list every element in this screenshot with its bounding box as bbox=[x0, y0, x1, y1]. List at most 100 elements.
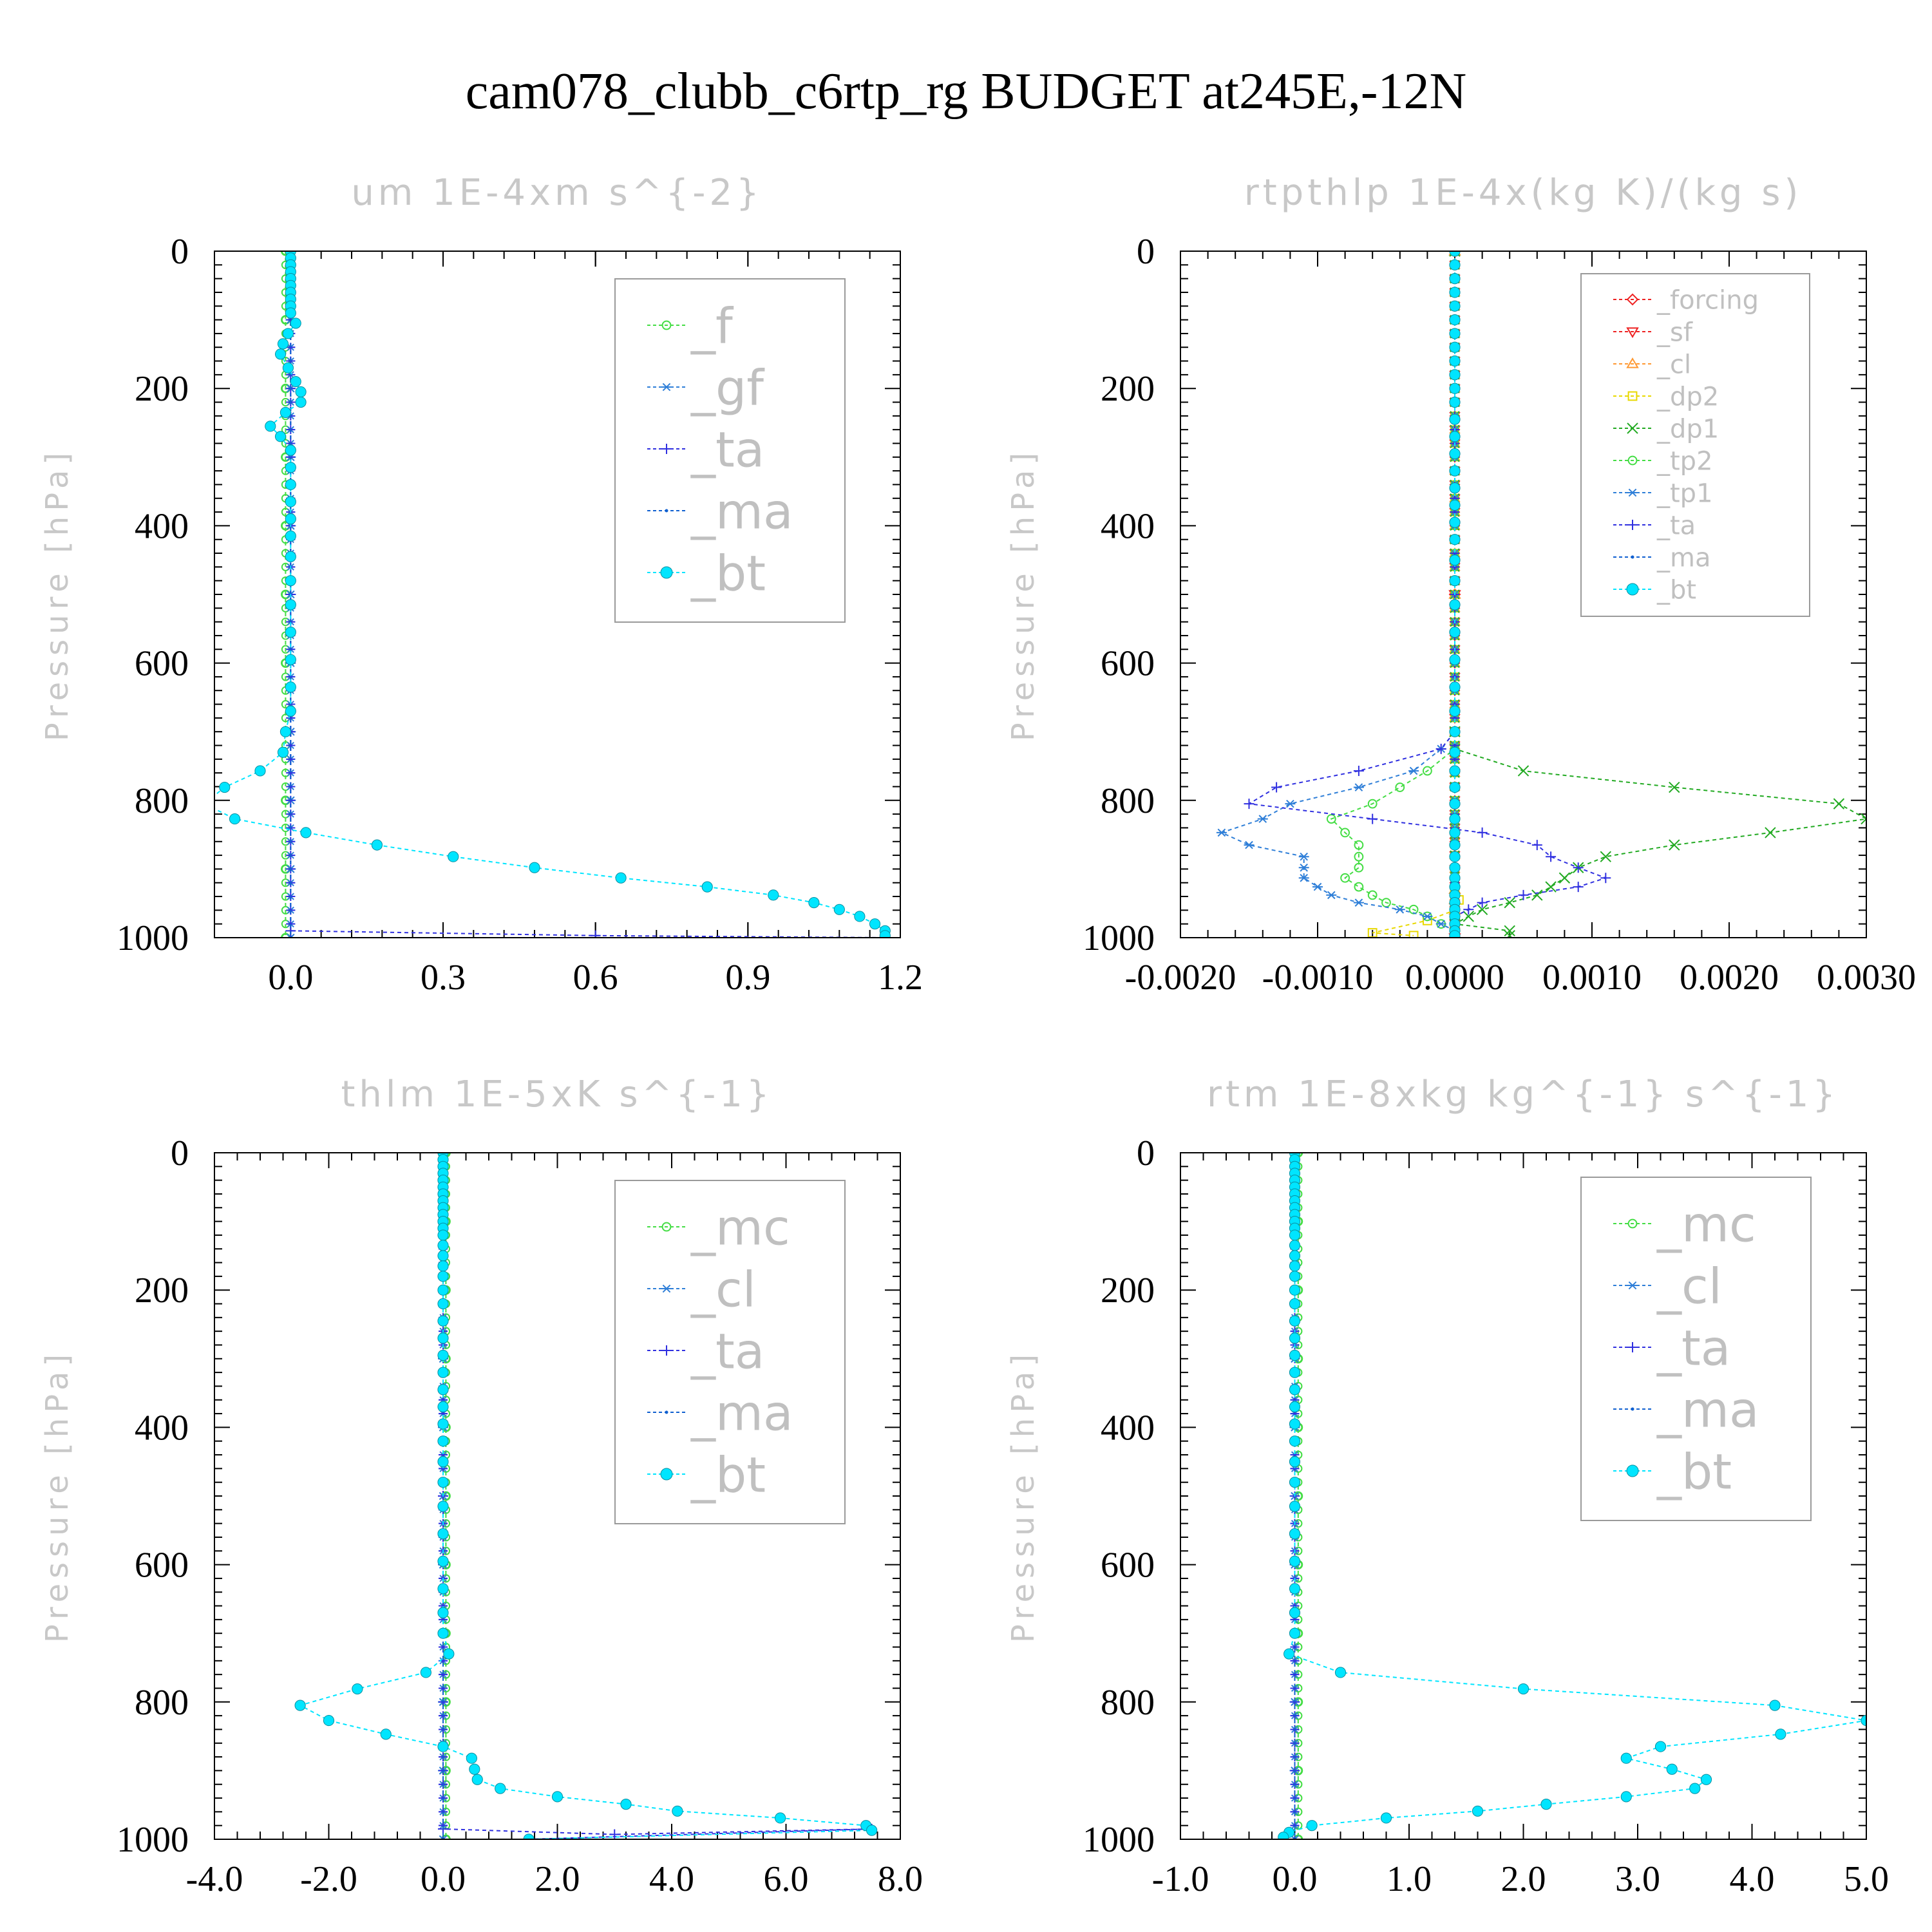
data-point bbox=[1289, 1627, 1301, 1639]
legend-label: _dp2 bbox=[1656, 382, 1719, 412]
x-tick-label: 0.0 bbox=[268, 958, 313, 998]
data-point bbox=[1449, 369, 1461, 381]
data-point bbox=[1449, 599, 1461, 611]
plot-area bbox=[1216, 251, 1866, 938]
legend-label: _forcing bbox=[1656, 285, 1759, 315]
legend-marker bbox=[1631, 555, 1634, 559]
data-point bbox=[1449, 681, 1461, 693]
data-point bbox=[277, 338, 289, 350]
plot-area bbox=[294, 1153, 878, 1839]
data-point bbox=[1531, 889, 1543, 901]
y-tick-label: 0 bbox=[171, 232, 189, 272]
data-point bbox=[1289, 1229, 1301, 1241]
legend-marker bbox=[665, 509, 668, 513]
data-point bbox=[1408, 904, 1419, 914]
data-point bbox=[1449, 851, 1461, 862]
data-point bbox=[1216, 828, 1227, 837]
data-point bbox=[590, 930, 601, 938]
data-point bbox=[1654, 1741, 1667, 1752]
data-point bbox=[1289, 1250, 1301, 1262]
data-point bbox=[437, 1384, 449, 1396]
legend-marker bbox=[1626, 1464, 1639, 1477]
legend-label: _ta bbox=[1656, 1319, 1730, 1376]
series-line bbox=[1330, 251, 1455, 936]
data-point bbox=[437, 1477, 449, 1488]
data-point bbox=[1769, 1700, 1781, 1711]
data-point bbox=[437, 1555, 449, 1567]
plot-frame bbox=[214, 251, 901, 938]
data-point bbox=[701, 881, 713, 893]
legend-label: _ma bbox=[690, 482, 793, 540]
data-point bbox=[1423, 766, 1432, 776]
data-point bbox=[1546, 851, 1557, 862]
legend-label: _tp1 bbox=[1656, 478, 1713, 508]
data-point bbox=[1289, 1349, 1301, 1361]
data-point bbox=[1289, 1555, 1301, 1567]
legend-label: _ma bbox=[1656, 543, 1710, 573]
x-tick-label: -0.0020 bbox=[1125, 958, 1236, 998]
data-point bbox=[808, 897, 820, 909]
data-point bbox=[285, 681, 296, 693]
data-point bbox=[437, 1418, 449, 1430]
data-point bbox=[866, 1824, 878, 1836]
data-point bbox=[352, 1683, 363, 1695]
data-point bbox=[1367, 799, 1378, 809]
data-point bbox=[1620, 1752, 1632, 1764]
data-point bbox=[437, 1284, 449, 1296]
y-tick-label: 400 bbox=[1101, 1408, 1155, 1448]
legend-marker bbox=[665, 1410, 668, 1414]
y-tick-label: 0 bbox=[171, 1133, 189, 1173]
legend-marker bbox=[661, 1222, 672, 1232]
data-point bbox=[285, 307, 296, 319]
data-point bbox=[854, 911, 866, 922]
data-point bbox=[437, 1501, 449, 1512]
y-tick-label: 1000 bbox=[117, 918, 189, 958]
data-point bbox=[229, 813, 241, 825]
data-point bbox=[1765, 827, 1776, 838]
data-point bbox=[469, 1763, 480, 1775]
data-point bbox=[1449, 746, 1461, 758]
data-point bbox=[833, 904, 845, 915]
y-tick-label: 1000 bbox=[1083, 1820, 1155, 1860]
legend-marker bbox=[1627, 1342, 1638, 1352]
data-point bbox=[443, 1648, 455, 1660]
figure-title: cam078_clubb_c6rtp_rg BUDGET at245E,-12N bbox=[466, 63, 1467, 120]
data-point bbox=[285, 705, 296, 717]
x-tick-label: 0.0030 bbox=[1817, 958, 1916, 998]
data-point bbox=[1289, 1477, 1301, 1488]
data-point bbox=[1408, 766, 1419, 775]
data-point bbox=[285, 599, 296, 611]
y-tick-label: 600 bbox=[1101, 644, 1155, 684]
data-point bbox=[282, 328, 294, 339]
data-point bbox=[323, 1714, 335, 1727]
y-tick-label: 600 bbox=[1101, 1546, 1155, 1586]
data-point bbox=[437, 1367, 449, 1378]
data-point bbox=[1476, 904, 1488, 915]
legend-label: _ta bbox=[690, 421, 764, 478]
data-point bbox=[1289, 1501, 1301, 1512]
legend-label: _cl bbox=[690, 1260, 756, 1318]
data-point bbox=[1449, 328, 1461, 339]
data-point bbox=[1449, 781, 1461, 793]
y-axis-label: Pressure [hPa] bbox=[39, 1349, 75, 1643]
data-point bbox=[439, 1835, 448, 1839]
data-point bbox=[1367, 813, 1378, 824]
data-point bbox=[437, 1435, 449, 1447]
data-point bbox=[420, 1667, 431, 1678]
x-tick-label: 4.0 bbox=[1730, 1859, 1775, 1899]
data-point bbox=[1449, 930, 1461, 938]
data-point bbox=[1394, 905, 1405, 914]
data-point bbox=[437, 1315, 449, 1327]
legend-marker bbox=[660, 566, 673, 579]
y-tick-label: 800 bbox=[1101, 781, 1155, 821]
data-point bbox=[277, 746, 289, 758]
data-point bbox=[294, 1700, 306, 1711]
data-point bbox=[285, 627, 296, 638]
y-tick-label: 400 bbox=[135, 1408, 189, 1448]
legend-label: _bt bbox=[690, 1446, 766, 1503]
data-point bbox=[609, 1829, 620, 1839]
y-axis-label: Pressure [hPa] bbox=[1005, 448, 1041, 741]
legend-marker bbox=[1626, 327, 1639, 338]
data-point bbox=[279, 726, 292, 737]
legend-label: _ma bbox=[1656, 1381, 1759, 1438]
